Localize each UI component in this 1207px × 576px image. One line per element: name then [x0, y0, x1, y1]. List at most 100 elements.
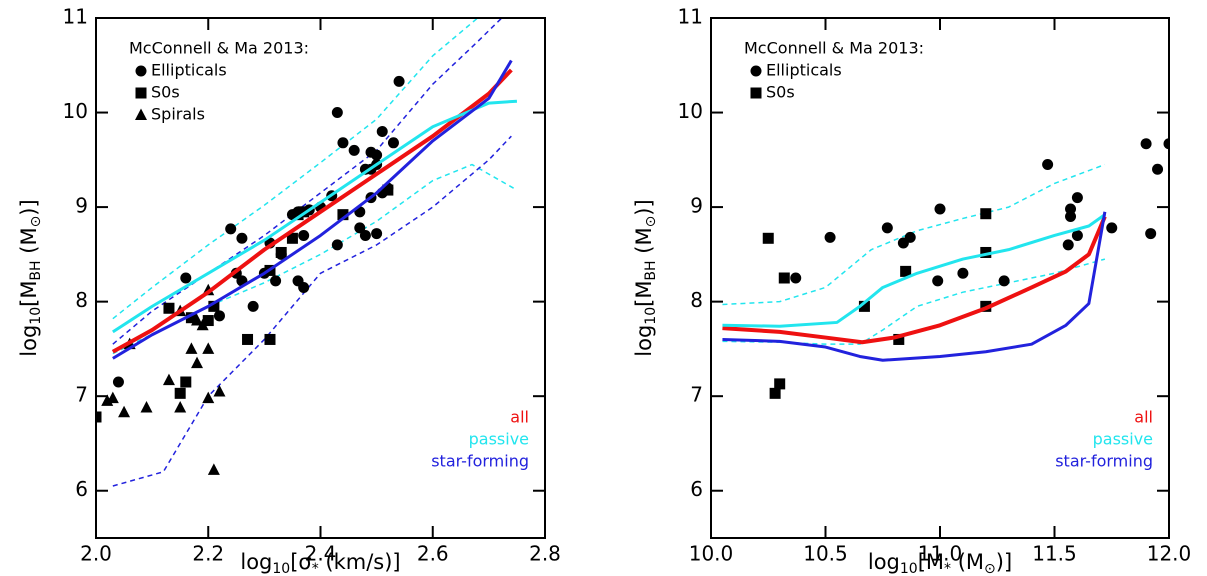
- legend-label: Ellipticals: [766, 61, 842, 80]
- point: [904, 231, 916, 243]
- legend-title: McConnell & Ma 2013:: [129, 39, 309, 58]
- point: [202, 391, 215, 404]
- point: [980, 246, 992, 258]
- label-subscript: 10: [900, 561, 918, 576]
- point: [900, 265, 912, 277]
- point: [264, 333, 276, 345]
- point: [174, 401, 187, 413]
- point: [778, 272, 790, 284]
- y-tick-label: 10: [678, 99, 703, 123]
- label-subscript: BH: [643, 260, 659, 280]
- point: [185, 342, 198, 354]
- label-part: [M: [918, 550, 944, 574]
- point: [354, 222, 366, 234]
- point: [298, 229, 310, 241]
- y-tick-label: 9: [75, 194, 88, 218]
- y-tick-label: 9: [690, 194, 703, 218]
- label-subscript: 10: [643, 307, 659, 325]
- percentile-line: [722, 258, 1106, 345]
- legend-label: star-forming: [1055, 452, 1153, 471]
- legend-label: Ellipticals: [151, 61, 227, 80]
- median-line: [111, 68, 513, 354]
- point: [387, 137, 399, 149]
- point: [298, 281, 310, 293]
- legend-label: passive: [1093, 430, 1153, 449]
- percentile-line: [112, 18, 503, 345]
- point: [185, 312, 197, 324]
- label-subscript: ⊙: [28, 216, 44, 228]
- x-tick-label: 11.5: [1032, 542, 1077, 566]
- y-tick-label: 11: [63, 5, 88, 29]
- legend-title: McConnell & Ma 2013:: [744, 39, 924, 58]
- point: [934, 203, 946, 215]
- point: [348, 144, 360, 156]
- point: [1140, 138, 1152, 150]
- label-subscript: *: [312, 561, 319, 576]
- x-tick-label: 2.6: [417, 542, 449, 566]
- axis-label: log10[MBH (M⊙)]: [632, 199, 659, 356]
- point: [191, 356, 204, 369]
- point: [112, 376, 124, 388]
- point: [371, 228, 383, 240]
- point: [376, 125, 388, 137]
- point: [957, 267, 969, 279]
- label-part: log: [868, 550, 900, 574]
- point: [858, 300, 870, 312]
- legend-label: Spirals: [151, 105, 205, 124]
- point: [1065, 211, 1077, 223]
- label-subscript: ⊙: [984, 561, 996, 576]
- x-tick-label: 12.0: [1147, 542, 1192, 566]
- point: [331, 107, 343, 119]
- point: [1065, 203, 1077, 215]
- point: [331, 239, 343, 251]
- label-subscript: BH: [28, 260, 44, 280]
- axis-label: log10[M* (M⊙)]: [868, 550, 1012, 576]
- y-tick-label: 8: [690, 288, 703, 312]
- point: [270, 275, 282, 287]
- point: [337, 137, 349, 149]
- point: [337, 209, 349, 221]
- point: [774, 378, 786, 390]
- percentile-line: [112, 163, 518, 355]
- point: [1145, 228, 1157, 240]
- point: [163, 302, 175, 314]
- point: [1071, 192, 1083, 204]
- legend-label: passive: [469, 430, 529, 449]
- legend-label: all: [510, 408, 529, 427]
- point: [998, 275, 1010, 287]
- label-subscript: 10: [28, 307, 44, 325]
- legend-label: S0s: [151, 83, 180, 102]
- point: [286, 232, 298, 244]
- label-part: (M: [17, 227, 41, 260]
- point: [202, 342, 215, 354]
- point: [893, 333, 905, 345]
- point: [1152, 163, 1164, 175]
- legend-marker: [135, 108, 147, 120]
- median-line: [112, 59, 513, 360]
- median-line: [722, 213, 1106, 328]
- axis-label: log10[σ* (km/s)]: [240, 550, 400, 576]
- point: [382, 184, 394, 196]
- label-part: )]: [17, 199, 41, 215]
- point: [769, 387, 781, 399]
- label-part: (M: [632, 227, 656, 260]
- label-subscript: 10: [272, 561, 290, 576]
- legend-label: all: [1134, 408, 1153, 427]
- x-tick-label: 2.0: [80, 542, 112, 566]
- y-tick-label: 6: [690, 477, 703, 501]
- legend-marker: [750, 87, 762, 99]
- point: [932, 275, 944, 287]
- point: [980, 208, 992, 220]
- x-tick-label: 10.5: [803, 542, 848, 566]
- label-part: log: [240, 550, 272, 574]
- plot-area: [722, 138, 1169, 399]
- point: [242, 333, 254, 345]
- legend-marker: [750, 65, 762, 77]
- point: [298, 206, 310, 218]
- y-tick-label: 6: [75, 477, 88, 501]
- point: [1042, 159, 1054, 171]
- legend-marker: [135, 87, 147, 99]
- point: [213, 384, 226, 397]
